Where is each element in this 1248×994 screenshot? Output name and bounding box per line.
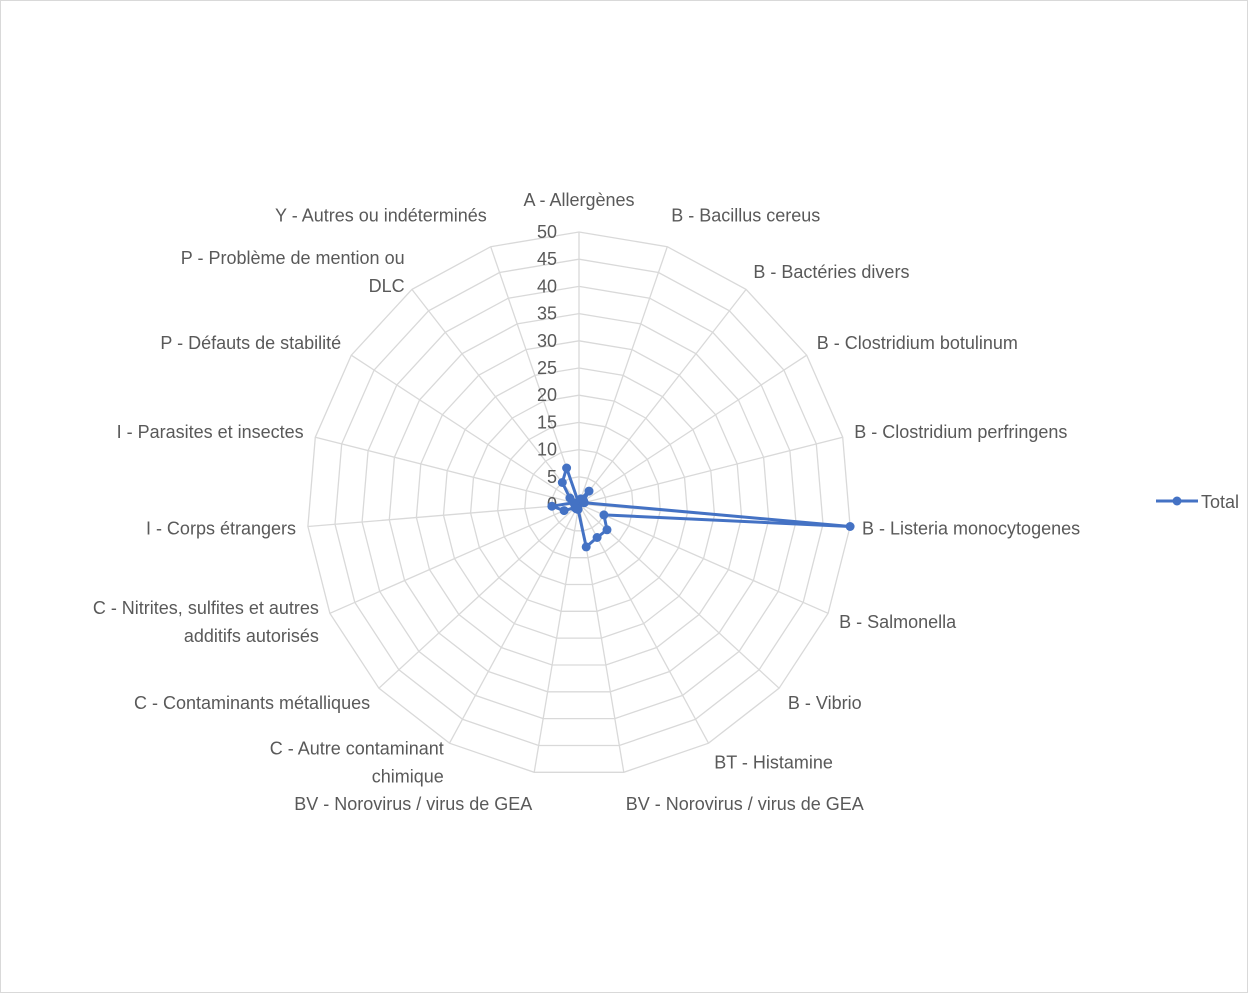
category-label: BT - Histamine xyxy=(714,753,833,773)
data-point xyxy=(592,533,602,542)
spoke-line xyxy=(329,503,580,614)
spoke-line xyxy=(411,289,580,505)
tick-label: 20 xyxy=(537,385,557,405)
category-label: I - Parasites et insectes xyxy=(117,422,304,442)
data-point xyxy=(547,501,557,511)
spoke-line xyxy=(490,246,580,505)
data-point xyxy=(557,478,567,487)
category-label: B - Listeria monocytogenes xyxy=(862,518,1080,538)
data-point xyxy=(584,486,594,496)
spoke-line xyxy=(350,354,580,505)
tick-label: 40 xyxy=(537,276,557,296)
category-label: B - Bacillus cereus xyxy=(671,205,820,225)
category-label: Y - Autres ou indéterminés xyxy=(275,205,487,225)
category-label: A - Allergènes xyxy=(523,190,634,210)
grid-ring xyxy=(442,367,716,639)
spoke-line xyxy=(578,436,843,505)
category-label: C - Nitrites, sulfites et autres xyxy=(93,598,319,618)
category-label: B - Clostridium botulinum xyxy=(817,333,1018,353)
category-label-layer: A - Allergènes B - Bacillus cereus B - Bac… xyxy=(93,190,1080,814)
grid-ring xyxy=(415,340,743,666)
spoke-line xyxy=(315,436,580,505)
grid-ring xyxy=(361,285,797,720)
spoke-line xyxy=(307,503,580,528)
spoke-line xyxy=(578,354,808,505)
spoke-line xyxy=(578,503,829,614)
grid-layer xyxy=(307,231,851,773)
grid-ring xyxy=(497,421,661,586)
tick-label: 35 xyxy=(537,304,557,324)
grid-ring xyxy=(524,448,634,559)
grid-ring xyxy=(334,258,824,747)
category-label: P - Défauts de stabilité xyxy=(160,333,341,353)
category-label: B - Clostridium perfringens xyxy=(854,422,1067,442)
category-label: BV - Norovirus / virus de GEA xyxy=(626,794,864,814)
spoke-layer xyxy=(307,232,851,773)
spoke-line xyxy=(533,503,580,773)
category-label: B - Bactéries divers xyxy=(753,262,909,282)
category-label: I - Corps étrangers xyxy=(146,518,296,538)
tick-label: 25 xyxy=(537,358,557,378)
legend-label: Total xyxy=(1201,492,1239,512)
spoke-line xyxy=(378,503,580,689)
data-point xyxy=(565,493,575,503)
data-point xyxy=(559,506,569,516)
spoke-line xyxy=(578,503,780,689)
legend-point-marker xyxy=(1172,496,1182,506)
grid-ring xyxy=(469,394,689,612)
spoke-line xyxy=(578,246,668,505)
tick-label: 50 xyxy=(537,222,557,242)
data-point xyxy=(579,498,589,508)
category-label: BV - Norovirus / virus de GEA xyxy=(294,794,532,814)
grid-ring xyxy=(551,476,607,532)
data-point xyxy=(562,463,572,473)
spoke-line xyxy=(578,503,710,744)
data-point xyxy=(602,525,612,535)
category-label: P - Problème de mention ou xyxy=(181,248,405,268)
grid-ring xyxy=(307,231,851,773)
category-label: DLC xyxy=(369,276,405,296)
tick-label: 5 xyxy=(547,467,557,487)
category-label: B - Vibrio xyxy=(788,693,862,713)
category-label: C - Contaminants métalliques xyxy=(134,693,370,713)
tick-label: 45 xyxy=(537,249,557,269)
category-label: chimique xyxy=(372,767,444,787)
category-label: additifs autorisés xyxy=(184,626,319,646)
data-point xyxy=(599,510,609,520)
series-layer xyxy=(547,463,855,552)
category-label: C - Autre contaminant xyxy=(270,739,444,759)
category-label: B - Salmonella xyxy=(839,612,957,632)
data-point xyxy=(581,542,591,552)
spoke-line xyxy=(448,503,580,744)
data-point xyxy=(845,522,855,531)
tick-label: 30 xyxy=(537,331,557,351)
tick-layer: 05101520253035404550 xyxy=(537,222,557,514)
legend: Total xyxy=(1156,492,1239,512)
tick-label: 15 xyxy=(537,412,557,432)
spoke-line xyxy=(578,289,747,505)
tick-label: 10 xyxy=(537,440,557,460)
grid-ring xyxy=(388,312,770,693)
